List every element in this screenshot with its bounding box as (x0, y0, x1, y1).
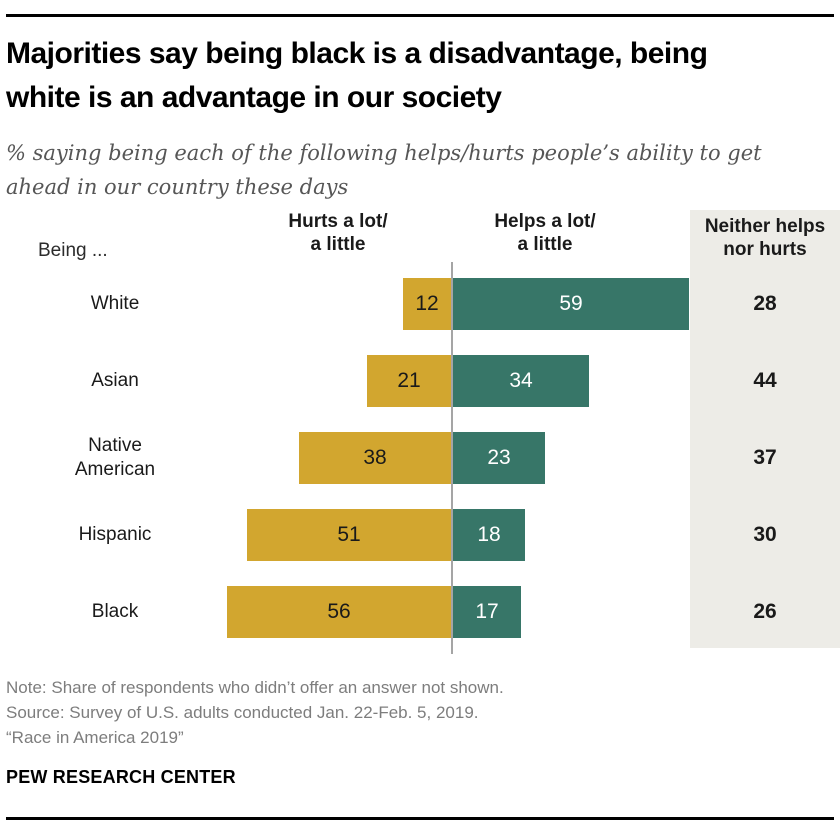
axis-line (451, 262, 453, 654)
helps-column-header-line-1: Helps a lot/ (494, 211, 596, 232)
helps-value: 34 (509, 369, 533, 392)
hurts-column-header: Hurts a lot/ a little (238, 210, 438, 256)
helps-value: 17 (475, 600, 499, 623)
helps-value: 23 (487, 446, 511, 469)
helps-bar: 23 (453, 432, 545, 484)
page-subtitle: % saying being each of the following hel… (6, 136, 826, 204)
neither-value: 37 (753, 446, 777, 469)
neither-value: 30 (753, 523, 777, 546)
helps-value: 59 (559, 292, 583, 315)
helps-bar: 17 (453, 586, 521, 638)
neither-value: 44 (753, 369, 777, 392)
neither-column-header: Neither helps nor hurts (690, 210, 840, 261)
page-title-line-1: Majorities say being black is a disadvan… (6, 37, 708, 70)
hurts-value: 56 (327, 600, 351, 623)
helps-bar: 59 (453, 278, 689, 330)
category-label: Black (91, 601, 139, 622)
hurts-bar: 12 (403, 278, 451, 330)
helps-column-header-line-2: a little (517, 234, 573, 255)
neither-column-header-line-2: nor hurts (723, 239, 807, 260)
hurts-value: 12 (415, 292, 439, 315)
neither-value: 26 (753, 600, 777, 623)
hurts-bar: 56 (227, 586, 451, 638)
hurts-bar: 38 (299, 432, 451, 484)
helps-column-header: Helps a lot/ a little (445, 210, 645, 256)
hurts-value: 21 (397, 369, 421, 392)
neither-value: 28 (753, 292, 777, 315)
hurts-bar: 51 (247, 509, 451, 561)
pew-wordmark: PEW RESEARCH CENTER (6, 767, 236, 787)
hurts-column-header-line-2: a little (310, 234, 366, 255)
bar-row: White 12 59 28 (0, 278, 840, 330)
hurts-value: 51 (337, 523, 361, 546)
hurts-column-header-line-1: Hurts a lot/ (288, 211, 388, 232)
helps-bar: 34 (453, 355, 589, 407)
page-title: Majorities say being black is a disadvan… (6, 32, 834, 120)
bottom-rule (6, 817, 834, 820)
page-subtitle-line-2: ahead in our country these days (6, 175, 349, 199)
bar-row: Asian 21 34 44 (0, 355, 840, 407)
bar-row: Hispanic 51 18 30 (0, 509, 840, 561)
neither-column-header-line-1: Neither helps (704, 216, 826, 237)
helps-bar: 18 (453, 509, 525, 561)
source-text: Source: Survey of U.S. adults conducted … (6, 703, 479, 722)
category-label: Asian (91, 370, 139, 391)
bar-row: Native American 38 23 37 (0, 432, 840, 484)
hurts-bar: 21 (367, 355, 451, 407)
hurts-value: 38 (363, 446, 387, 469)
page-subtitle-line-1: % saying being each of the following hel… (6, 141, 762, 165)
neither-column-panel: Neither helps nor hurts (690, 210, 840, 648)
category-label: Hispanic (78, 524, 152, 545)
category-label: Native American (74, 435, 156, 480)
helps-value: 18 (477, 523, 501, 546)
category-label: White (90, 293, 140, 314)
note-text: Note: Share of respondents who didn’t of… (6, 678, 504, 697)
bar-row: Black 56 17 26 (0, 586, 840, 638)
page-title-line-2: white is an advantage in our society (6, 81, 502, 114)
footer-notes: Note: Share of respondents who didn’t of… (6, 675, 826, 750)
citation-text: “Race in America 2019” (6, 728, 184, 747)
being-label: Being ... (38, 240, 108, 261)
top-rule (6, 14, 834, 17)
